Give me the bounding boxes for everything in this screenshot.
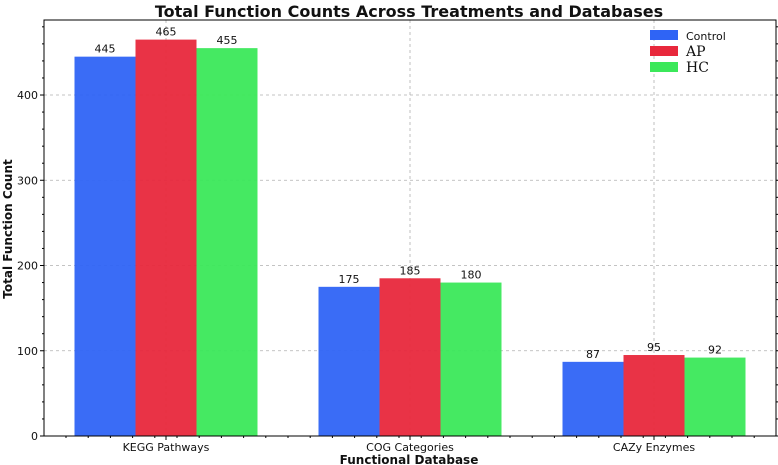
bars [74, 39, 746, 437]
y-tick-label: 400 [17, 89, 38, 102]
bar-value-label: 92 [708, 344, 722, 357]
legend-label-control: Control [686, 30, 726, 43]
bar-value-label: 445 [95, 43, 116, 56]
bar-ap [623, 355, 685, 436]
bar-ap [379, 278, 441, 436]
y-tick-label: 0 [31, 430, 38, 443]
x-tick-label: KEGG Pathways [123, 441, 210, 454]
bar-hc [196, 48, 258, 436]
y-tick-label: 300 [17, 174, 38, 187]
bar-hc [440, 282, 502, 436]
axes: 0 100 200 300 400 KEGG Pathways COG Categories… [17, 19, 778, 454]
legend-swatch-hc [650, 62, 678, 72]
bar-control [74, 56, 136, 437]
y-tick-label: 200 [17, 260, 38, 273]
y-axis-label: Total Function Count [1, 159, 15, 299]
y-tick-label: 100 [17, 345, 38, 358]
bar-value-label: 455 [217, 34, 238, 47]
legend-swatch-ap [650, 46, 678, 56]
bar-value-labels: 445 465 455 175 185 180 87 95 92 [95, 26, 723, 361]
bar-value-label: 180 [461, 269, 482, 282]
bar-value-label: 185 [400, 264, 421, 277]
chart-title: Total Function Counts Across Treatments … [155, 2, 663, 21]
legend-swatch-control [650, 30, 678, 40]
bar-ap [135, 39, 197, 436]
legend-label-hc: HC [686, 60, 709, 76]
bar-value-label: 95 [647, 341, 661, 354]
bar-hc [684, 357, 746, 436]
x-tick-label: CAZy Enzymes [613, 441, 695, 454]
bar-value-label: 87 [586, 348, 600, 361]
bar-value-label: 465 [156, 26, 177, 39]
x-axis-label: Functional Database [340, 453, 479, 465]
bar-control [318, 286, 380, 436]
x-tick-label: COG Categories [366, 441, 454, 454]
bar-value-label: 175 [339, 273, 360, 286]
legend-label-ap: AP [685, 44, 706, 60]
bar-control [562, 361, 624, 436]
